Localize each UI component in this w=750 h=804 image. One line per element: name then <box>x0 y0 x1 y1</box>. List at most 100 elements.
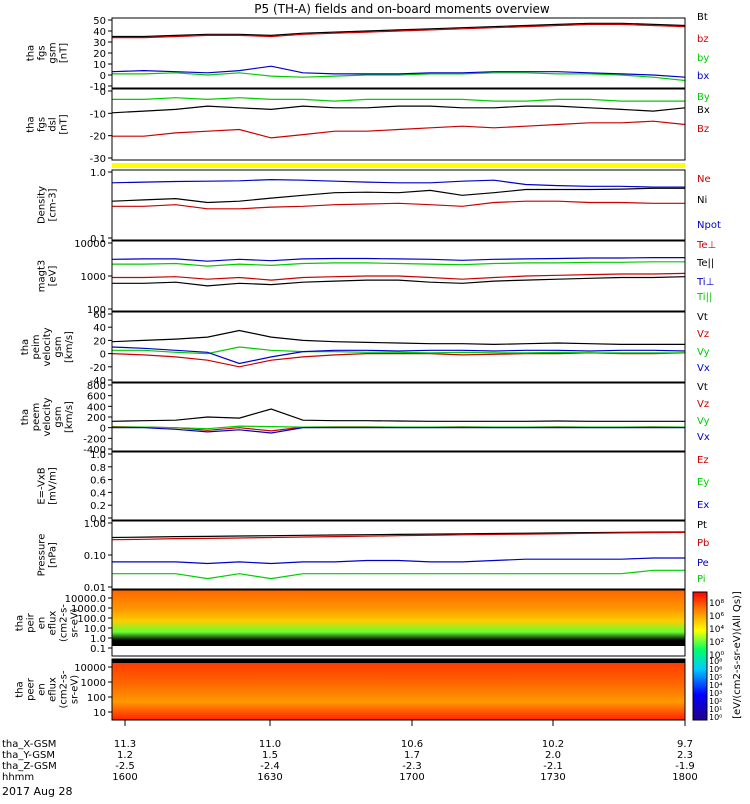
panel-7: Pressure [nPa] 1.00 0.10 0.01 Pt Pb Pe Pi <box>37 519 710 594</box>
series-line <box>112 557 685 565</box>
colorbar-tick: 10⁴ <box>709 625 724 635</box>
y-axis-label: Pressure <box>37 534 48 577</box>
panel-frame <box>111 451 686 521</box>
y-tick-label: -40 <box>90 376 106 387</box>
colorbar-label: [eV/(cm2-s-sr-eV)(All Qs)] <box>732 591 743 719</box>
y-tick-label: 0 <box>100 350 106 361</box>
y-tick-label: 0.01 <box>84 583 106 594</box>
y-tick-label: 100 <box>87 693 106 704</box>
legend-entry: Bx <box>697 105 710 116</box>
x-tick-label: 11.0 <box>259 739 281 750</box>
y-tick-label: 400 <box>87 402 106 413</box>
x-tick-label: 1600 <box>112 772 137 783</box>
x-tick-label: -2.4 <box>260 761 280 772</box>
plot-title: P5 (TH-A) fields and on-board moments ov… <box>254 2 550 16</box>
x-tick-label: -2.1 <box>543 761 563 772</box>
x-tick-label: 2.0 <box>545 750 561 761</box>
legend-entry: Vx <box>697 432 710 443</box>
x-tick-label: 1.5 <box>262 750 278 761</box>
x-row-label: hhmm <box>2 772 34 783</box>
y-axis-label: (cm2-s- <box>59 604 70 642</box>
y-tick-label: 1000 <box>81 272 106 283</box>
panel-frame <box>111 658 686 721</box>
x-axis-labels: tha_X-GSM 11.3 11.0 10.6 10.2 9.7 tha_Y-GSM 1.2… <box>2 720 698 783</box>
legend-entry: Bz <box>697 124 709 135</box>
legend-entry: Vt <box>697 312 708 323</box>
y-axis-label: gsm <box>53 336 64 357</box>
legend-entry: By <box>697 92 710 103</box>
series-line <box>112 120 686 139</box>
panel-frame <box>111 382 686 452</box>
y-tick-label: 1.00 <box>84 519 106 530</box>
panel-4: tha peim velocity gsm [km/s] 60 40 20 0 -20 -40 Vt V… <box>20 310 710 387</box>
legend-entry: Bt <box>697 12 708 23</box>
x-tick-label: 1.7 <box>404 750 420 761</box>
y-tick-label: 10000.0 <box>65 594 106 605</box>
panel-5: tha peem velocity gsm [km/s] 8006004002000-20… <box>20 381 710 456</box>
y-axis-label: eflux <box>48 611 59 636</box>
y-tick-label: 20 <box>93 336 106 347</box>
y-axis-label: eflux <box>48 677 59 702</box>
y-tick-label: 60 <box>93 310 106 321</box>
x-tick-label: -2.5 <box>115 761 135 772</box>
y-axis-label: sr-eV) <box>70 675 81 704</box>
y-tick-label: 50 <box>93 16 106 27</box>
x-tick-label: -1.9 <box>675 761 695 772</box>
y-axis-label: tha <box>20 409 31 425</box>
colorbar-tick: 10² <box>709 638 724 648</box>
x-tick-label: 10.2 <box>542 739 564 750</box>
colorbar-tick: 10⁶ <box>709 612 724 622</box>
series-line <box>112 97 685 102</box>
y-tick-label: -400 <box>83 445 106 456</box>
y-tick-label: -20 <box>90 132 106 143</box>
y-axis-label: gsm <box>53 406 64 427</box>
legend-entry: Ti|| <box>696 292 712 303</box>
y-axis-label: tha <box>15 615 26 631</box>
y-tick-label: 800 <box>87 381 106 392</box>
y-tick-label: 0.1 <box>90 234 106 245</box>
y-axis-label: peem <box>31 403 42 431</box>
colorbar-tick: 10² <box>709 697 722 706</box>
colorbar-tick: 10⁰ <box>709 651 724 661</box>
panel-frame <box>111 240 686 312</box>
legend-entry: Te|| <box>696 258 714 269</box>
series-line <box>112 261 685 267</box>
y-tick-label: 10 <box>93 708 106 719</box>
y-tick-label: 40 <box>93 27 106 38</box>
y-tick-label: 0 <box>100 71 106 82</box>
panel-frame <box>111 17 686 89</box>
x-tick-label: 1700 <box>399 772 424 783</box>
legend-entry: Vy <box>697 416 710 427</box>
series-line <box>111 65 686 78</box>
y-tick-label: -30 <box>90 154 106 165</box>
legend-entry: Ti⊥ <box>696 277 714 288</box>
y-axis-label: magt3 <box>37 260 48 293</box>
x-tick-label: 2.3 <box>677 750 693 761</box>
colorbar-tick: 10⁵ <box>709 673 722 682</box>
legend-entry: bx <box>697 71 709 82</box>
legend-entry: Ez <box>697 455 709 466</box>
y-tick-label: 10000 <box>74 239 106 250</box>
y-tick-label: 40 <box>93 323 106 334</box>
y-tick-label: 0.4 <box>90 488 106 499</box>
y-axis-label: [nPa] <box>48 542 59 568</box>
panel-frame <box>111 520 686 590</box>
legend-entry: Ne <box>697 174 711 185</box>
series-line <box>111 187 685 204</box>
legend-entry: Pe <box>697 558 709 569</box>
y-axis-label: sr-eV) <box>70 608 81 637</box>
panel-frame <box>111 589 686 657</box>
y-tick-label: 100 <box>87 305 106 316</box>
y-tick-label: 1.0 <box>90 450 106 461</box>
y-tick-label: -200 <box>83 434 106 445</box>
legend-entry: bz <box>697 34 709 45</box>
y-tick-label: 1.0 <box>90 634 106 645</box>
y-tick-label: -10 <box>90 82 106 93</box>
panel-frame <box>111 88 686 161</box>
panel-8: tha peir en eflux (cm2-s-sr-eV) 10000.01000.0… <box>15 589 686 657</box>
legend-entry: Pb <box>697 538 709 549</box>
series-line <box>112 569 685 580</box>
panel-3: magt3 [eV] 10000 1000 100 Te⊥ Te|| Ti⊥ Ti|| <box>37 239 717 316</box>
legend-entry: Pt <box>697 520 707 531</box>
